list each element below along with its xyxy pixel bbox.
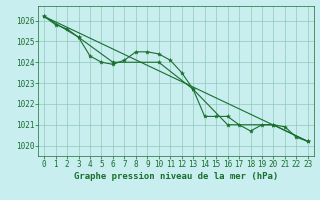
X-axis label: Graphe pression niveau de la mer (hPa): Graphe pression niveau de la mer (hPa) <box>74 172 278 181</box>
